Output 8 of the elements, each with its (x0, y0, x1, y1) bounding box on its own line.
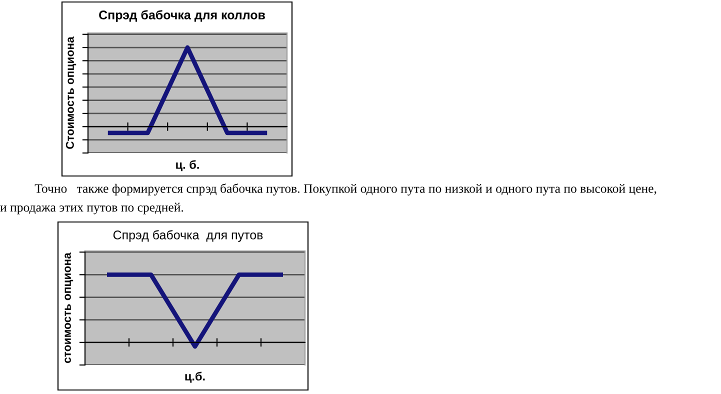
y-axis-title: Стоимость опциона (66, 36, 76, 149)
y-axis-title: стоимость опциона (64, 252, 74, 363)
text: и продажа этих путов по средней. (0, 202, 184, 214)
x-axis-title: ц.б. (185, 372, 205, 383)
text: Точно также формируется спрэд бабочка путов. Покупкой одного пута по низкой и одного пута по высокой цене, (34, 184, 656, 196)
chart-title: Спрэд бабочка для коллов (99, 10, 265, 22)
chart-title: Спрэд бабочка для путов (113, 230, 263, 242)
x-axis-title: ц. б. (176, 160, 199, 172)
